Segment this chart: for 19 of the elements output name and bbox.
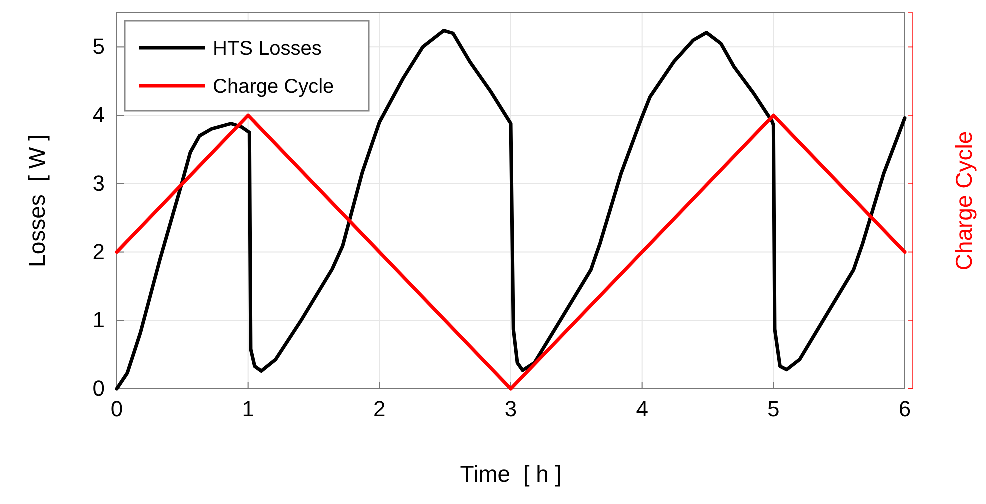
x-tick-label: 2 — [374, 396, 386, 422]
y-tick-label: 1 — [92, 308, 105, 333]
x-axis-title: Time [ h ] — [460, 461, 562, 487]
x-tick-label: 5 — [768, 396, 780, 422]
x-tick-label: 1 — [242, 396, 254, 422]
x-tick-label: 6 — [898, 396, 912, 422]
line-series — [115, 29, 907, 391]
x-tick-label: 4 — [636, 396, 648, 422]
y-tick-label: 4 — [92, 102, 105, 128]
y2-axis-title: Charge Cycle — [951, 131, 977, 271]
y-axis-title: Losses [ W ] — [24, 134, 50, 268]
y-tick-label: 2 — [92, 239, 105, 264]
y-tick-label: 5 — [92, 34, 105, 60]
y-tick-label: 0 — [92, 376, 105, 402]
x-tick-label: 0 — [110, 396, 124, 422]
x-tick-label: 3 — [504, 396, 518, 422]
legend-label: Charge Cycle — [213, 76, 334, 98]
y-tick-label: 3 — [92, 170, 105, 196]
legend-label: HTS Losses — [213, 38, 322, 60]
